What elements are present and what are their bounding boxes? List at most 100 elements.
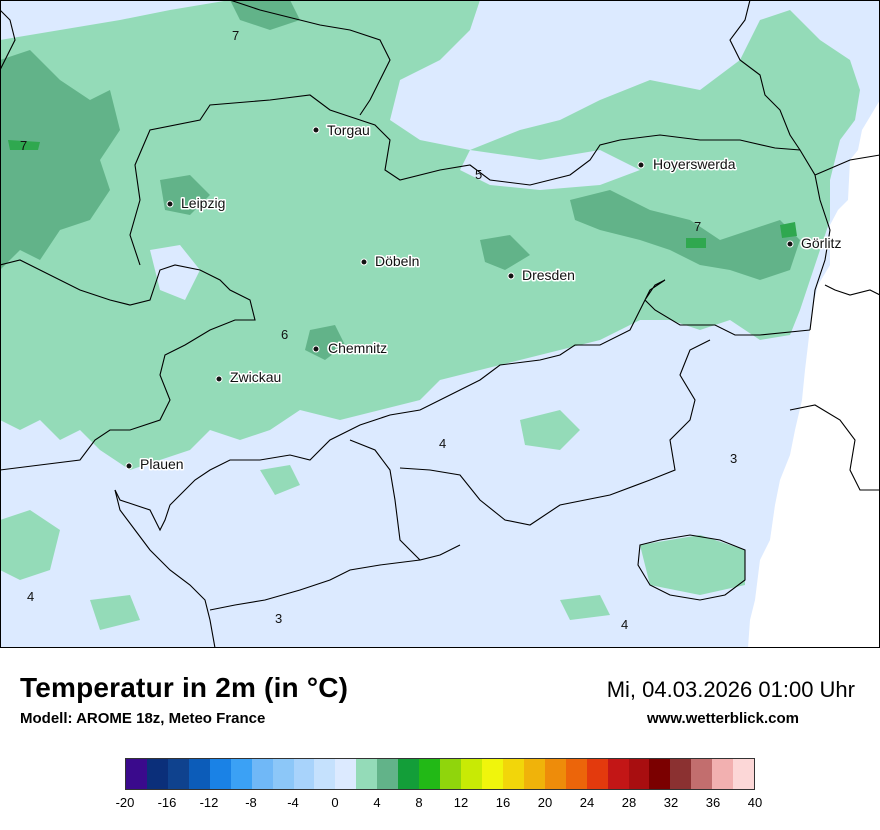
city-dresden: Dresden (507, 266, 576, 285)
city-markers: Torgau Hoyerswerda Leipzig Görlitz Döbel… (125, 121, 843, 474)
scale-tick-label: 24 (579, 795, 595, 810)
warm-area-east (570, 190, 800, 280)
scale-tick-label: 36 (705, 795, 721, 810)
czech-internal-border (399, 339, 711, 526)
city-leipzig: Leipzig (166, 194, 227, 213)
saxony-border-north (129, 94, 831, 331)
scale-swatch (712, 759, 734, 789)
scale-tick-label: -16 (157, 795, 177, 810)
scale-swatch (335, 759, 357, 789)
svg-text:Zwickau: Zwickau (230, 369, 281, 385)
scale-swatch (167, 759, 189, 789)
border-nw (0, 9, 16, 71)
border-ne-corner (729, 0, 801, 151)
scale-swatch (293, 759, 315, 789)
scale-swatch (209, 759, 231, 789)
svg-text:Leipzig: Leipzig (181, 195, 225, 211)
mild-patch-south-5 (90, 595, 140, 630)
thuringia-border (0, 259, 256, 471)
footer (0, 648, 880, 830)
city-torgau: Torgau (312, 121, 371, 140)
city-doebeln: Döbeln (360, 252, 421, 271)
mild-patch-south-1 (640, 535, 745, 595)
warm-area-north (230, 0, 300, 30)
temperature-map: Torgau Hoyerswerda Leipzig Görlitz Döbel… (0, 0, 880, 648)
scale-tick-label: 16 (495, 795, 511, 810)
scale-swatch (628, 759, 650, 789)
scale-swatch (461, 759, 482, 789)
scale-swatch (272, 759, 294, 789)
czech-region-border-south (209, 559, 421, 611)
mild-patch-south-2 (0, 510, 60, 580)
scale-swatch (251, 759, 273, 789)
city-goerlitz: Görlitz (786, 234, 843, 253)
city-plauen: Plauen (125, 455, 185, 474)
website-link[interactable]: www.wetterblick.com (647, 710, 799, 727)
poland-border-2 (824, 284, 880, 296)
temp-label: 3 (730, 451, 737, 466)
warmer-spot-east (686, 238, 706, 248)
scale-swatch (188, 759, 210, 789)
warmer-spot-west (8, 140, 40, 150)
scale-tick-label: -12 (199, 795, 219, 810)
scale-swatch (523, 759, 545, 789)
warm-area-center (480, 235, 530, 270)
scale-tick-label: 0 (331, 795, 339, 810)
czech-internal-border-2 (349, 439, 461, 561)
scale-swatch (230, 759, 252, 789)
borders (0, 0, 880, 648)
scale-tick-label: 8 (415, 795, 423, 810)
scale-tick-label: 12 (453, 795, 469, 810)
svg-text:Dresden: Dresden (522, 267, 575, 283)
svg-text:Görlitz: Görlitz (801, 235, 841, 251)
scale-tick-label: 4 (373, 795, 381, 810)
saxony-anhalt-border (229, 0, 391, 116)
mild-patch-south-3 (520, 410, 580, 450)
city-chemnitz: Chemnitz (312, 339, 389, 358)
scale-swatch (733, 759, 755, 789)
temp-label: 4 (439, 436, 446, 451)
scale-swatch (314, 759, 336, 789)
czech-border-east (789, 404, 880, 491)
outside-domain-area (748, 0, 880, 648)
svg-text:Plauen: Plauen (140, 456, 184, 472)
temp-label: 4 (621, 617, 628, 632)
city-hoyerswerda: Hoyerswerda (637, 155, 737, 174)
temp-label: 3 (275, 611, 282, 626)
svg-text:Hoyerswerda: Hoyerswerda (653, 156, 736, 172)
czech-region-east (637, 534, 746, 601)
saxony-border-czech (114, 279, 811, 532)
mild-patch-south-4 (260, 465, 300, 495)
scale-swatch (649, 759, 671, 789)
scale-swatch (440, 759, 461, 789)
city-zwickau: Zwickau (215, 368, 283, 387)
temp-label: 7 (20, 138, 27, 153)
temp-label: 6 (281, 327, 288, 342)
scale-tick-label: 28 (621, 795, 637, 810)
forecast-datetime: Mi, 04.03.2026 01:00 Uhr (606, 677, 855, 702)
scale-swatch (126, 759, 147, 789)
cold-patch-center (150, 245, 200, 300)
scale-swatch (377, 759, 399, 789)
scale-swatch (398, 759, 420, 789)
scale-swatch (419, 759, 441, 789)
poland-border (814, 154, 880, 176)
scale-swatch (586, 759, 608, 789)
temp-label: 5 (475, 167, 482, 182)
temp-label: 7 (232, 28, 239, 43)
svg-text:Torgau: Torgau (327, 122, 370, 138)
scale-swatch (502, 759, 524, 789)
scale-swatch (565, 759, 587, 789)
temp-label: 4 (27, 589, 34, 604)
scale-tick-label: 32 (663, 795, 679, 810)
model-info: Modell: AROME 18z, Meteo France (20, 710, 266, 727)
svg-text:Chemnitz: Chemnitz (328, 340, 387, 356)
saxony-border-bavaria (114, 489, 216, 648)
scale-tick-label: -20 (115, 795, 135, 810)
temperature-labels: 7 7 5 7 6 4 3 4 3 4 (20, 28, 737, 632)
scale-swatch (607, 759, 629, 789)
scale-swatch (691, 759, 713, 789)
mild-temperature-area (0, 0, 860, 470)
map-title: Temperatur in 2m (in °C) (20, 672, 349, 703)
color-scale (125, 758, 755, 790)
